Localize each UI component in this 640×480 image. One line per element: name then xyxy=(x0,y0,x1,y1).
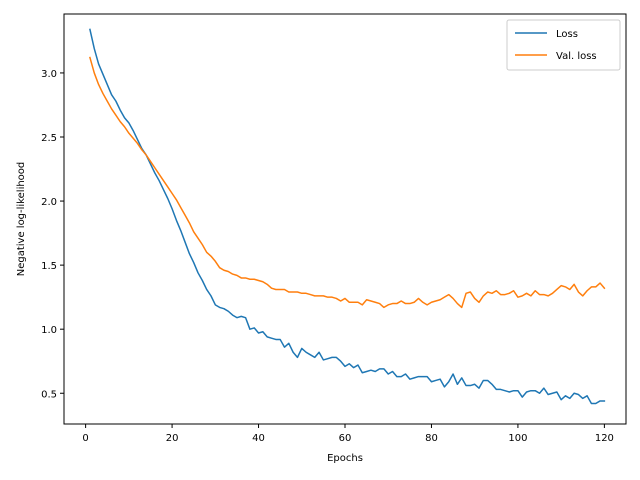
legend: Loss Val. loss xyxy=(506,19,621,71)
x-axis-ticks: 0 20 40 60 80 100 120 xyxy=(82,424,614,444)
x-tick-label: 100 xyxy=(508,433,527,444)
x-tick-label: 80 xyxy=(425,433,438,444)
y-tick-label: 1.0 xyxy=(41,325,57,336)
x-axis-label: Epochs xyxy=(327,453,363,464)
y-tick-label: 0.5 xyxy=(41,389,57,400)
y-tick-label: 2.0 xyxy=(41,197,57,208)
x-tick-label: 0 xyxy=(82,433,88,444)
x-tick-label: 40 xyxy=(252,433,265,444)
series-lines xyxy=(89,28,606,405)
y-tick-label: 3.0 xyxy=(41,69,57,80)
y-axis-label: Negative log-likelihood xyxy=(16,162,27,277)
legend-label-loss: Loss xyxy=(556,29,578,40)
x-tick-label: 20 xyxy=(166,433,179,444)
series-line-val-loss xyxy=(89,56,606,309)
y-tick-label: 1.5 xyxy=(41,261,57,272)
y-tick-label: 2.5 xyxy=(41,133,57,144)
x-tick-label: 120 xyxy=(595,433,614,444)
x-tick-label: 60 xyxy=(339,433,352,444)
y-axis-ticks: 0.5 1.0 1.5 2.0 2.5 3.0 xyxy=(41,69,64,400)
legend-label-val-loss: Val. loss xyxy=(556,51,597,62)
series-line-loss xyxy=(89,28,606,405)
legend-box xyxy=(506,19,621,71)
plot-frame xyxy=(63,13,627,425)
